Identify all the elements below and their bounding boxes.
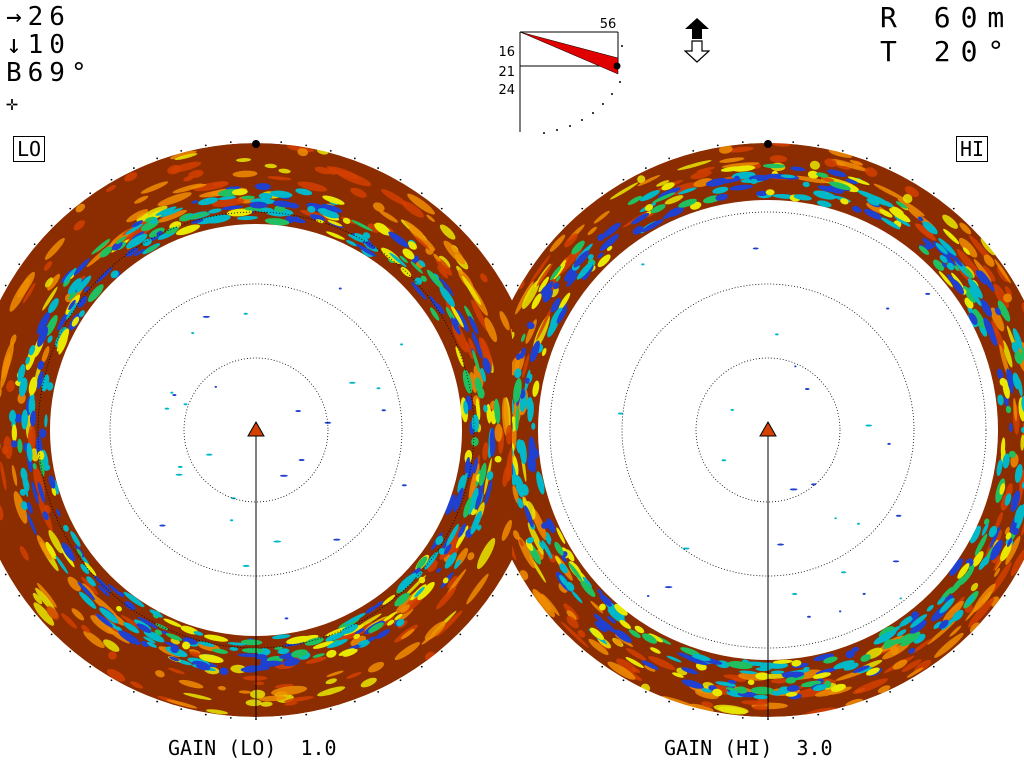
- mode-hi-button[interactable]: HI: [956, 136, 989, 162]
- gain-hi-label: GAIN (HI) 3.0: [664, 736, 833, 760]
- mode-lo-button[interactable]: LO: [13, 136, 46, 162]
- range-readout: R 60m: [880, 1, 1015, 34]
- tilt-label-24: 24: [498, 83, 515, 98]
- depth-readout: ↓10: [6, 30, 71, 60]
- tilt-readout: T 20°: [880, 35, 1015, 68]
- down-arrow-icon[interactable]: [684, 40, 710, 64]
- cursor-cross-icon[interactable]: ✛: [6, 91, 25, 115]
- tilt-label-21: 21: [498, 65, 515, 80]
- tilt-indicator: 56 16 21 24: [498, 17, 623, 134]
- sonar-display-lo[interactable]: [0, 140, 512, 730]
- own-ship-icon: [247, 420, 265, 437]
- up-arrow-icon[interactable]: [684, 18, 710, 40]
- tilt-label-16: 16: [498, 45, 515, 60]
- course-readout: →26: [6, 2, 71, 32]
- tilt-beam: [519, 31, 619, 75]
- own-ship-icon: [759, 420, 777, 437]
- sonar-display-hi[interactable]: [512, 140, 1024, 730]
- gain-lo-label: GAIN (LO) 1.0: [168, 736, 337, 760]
- bearing-readout: B69°: [6, 58, 93, 88]
- tilt-top-value: 56: [600, 17, 617, 32]
